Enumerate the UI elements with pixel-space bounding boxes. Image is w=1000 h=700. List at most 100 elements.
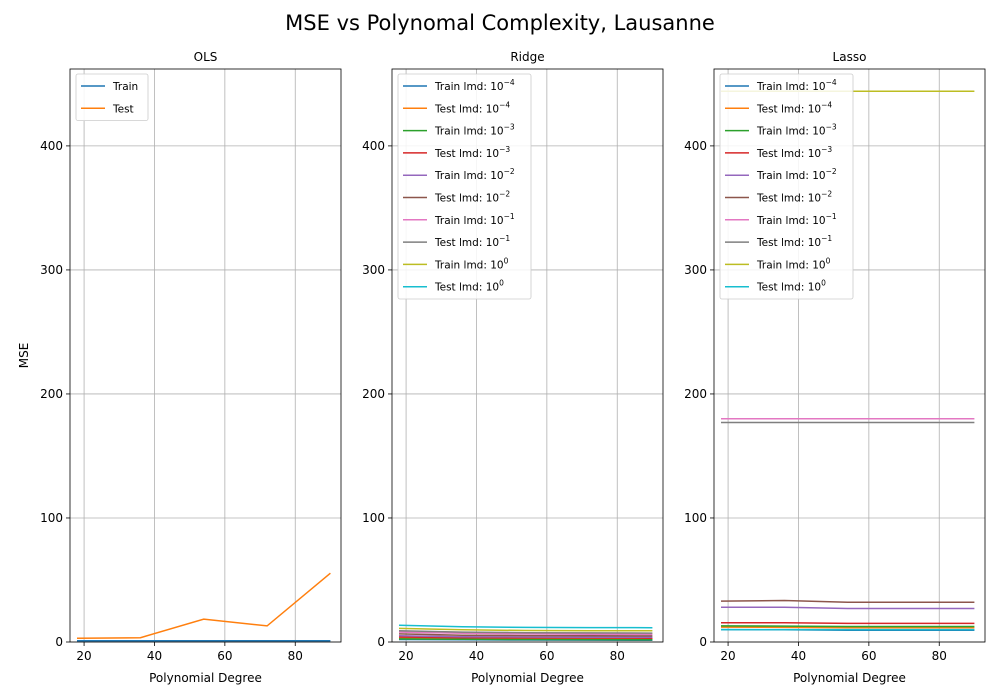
legend-exponent: −4 <box>826 78 837 87</box>
y-tick-label: 200 <box>684 387 707 401</box>
legend-entry: Test lmd: 100 <box>756 279 826 294</box>
legend-entry: Test lmd: 10−4 <box>434 100 510 115</box>
legend-exponent: −2 <box>504 167 515 176</box>
series-line <box>720 626 975 629</box>
series-line <box>398 624 653 629</box>
legend-entry: Test lmd: 10−2 <box>756 190 832 205</box>
y-tick-label: 200 <box>362 387 385 401</box>
legend-entry: Test lmd: 10−3 <box>434 145 510 160</box>
legend-exponent: −4 <box>504 78 515 87</box>
y-axis-label: MSE <box>17 343 31 369</box>
legend-exponent: −1 <box>504 212 515 221</box>
legend-entry: Test lmd: 10−2 <box>434 190 510 205</box>
series-line <box>398 638 653 641</box>
y-tick-label: 200 <box>40 387 63 401</box>
legend-exponent: −2 <box>826 167 837 176</box>
legend-entry: Train lmd: 10−1 <box>756 212 837 227</box>
legend-exponent: −1 <box>826 212 837 221</box>
y-tick-label: 0 <box>55 635 63 649</box>
legend-entry: Train lmd: 10−4 <box>756 78 837 93</box>
legend-entry: Test <box>112 103 134 115</box>
y-tick-label: 0 <box>377 635 385 649</box>
x-axis-label: Polynomial Degree <box>471 671 584 685</box>
legend-exponent: −2 <box>821 190 832 199</box>
legend-exponent: −3 <box>821 145 832 154</box>
series-line <box>721 606 975 610</box>
x-tick-label: 20 <box>720 649 735 663</box>
series-line <box>720 599 975 604</box>
x-tick-label: 80 <box>932 649 947 663</box>
x-tick-label: 60 <box>539 649 554 663</box>
series-line <box>721 622 975 625</box>
legend-entry: Test lmd: 10−1 <box>756 234 832 249</box>
y-tick-label: 300 <box>40 263 63 277</box>
series-line <box>398 633 653 637</box>
y-tick-label: 300 <box>362 263 385 277</box>
axes-frame <box>713 68 986 643</box>
legend-entry: Train <box>112 81 138 93</box>
series-line <box>398 631 653 636</box>
series-line <box>398 635 653 639</box>
legend: Train lmd: 10−4 Test lmd: 10−4 Train lmd: … <box>397 73 532 300</box>
subplot-title: Lasso <box>833 50 867 64</box>
series-line <box>76 572 331 640</box>
series-line <box>398 627 653 632</box>
y-tick-label: 100 <box>684 511 707 525</box>
plot-area <box>70 69 341 642</box>
x-tick-label: 60 <box>861 649 876 663</box>
y-tick-label: 0 <box>699 635 707 649</box>
legend-entry: Train lmd: 100 <box>756 256 831 271</box>
legend-exponent: −2 <box>499 190 510 199</box>
legend-exponent: 0 <box>499 279 504 288</box>
figure-title: MSE vs Polynomal Complexity, Lausanne <box>285 11 715 35</box>
x-tick-label: 20 <box>398 649 413 663</box>
legend-entry: Train lmd: 10−2 <box>434 167 515 182</box>
legend-exponent: −3 <box>826 123 837 132</box>
legend-entry: Train lmd: 10−1 <box>434 212 515 227</box>
legend-exponent: −1 <box>499 234 510 243</box>
legend-exponent: −3 <box>504 123 515 132</box>
legend-exponent: 0 <box>826 256 831 265</box>
legend-entry: Test lmd: 10−4 <box>756 100 832 115</box>
subplot-ols: 20 40 60 80 0 100 200 300 400 OLS Polynomial Degre… <box>17 50 342 685</box>
legend-exponent: −1 <box>821 234 832 243</box>
y-tick-label: 400 <box>362 139 385 153</box>
legend-box <box>397 73 532 300</box>
x-tick-label: 40 <box>469 649 484 663</box>
legend-exponent: 0 <box>821 279 826 288</box>
legend-box <box>719 73 854 300</box>
legend-entry: Train lmd: 10−3 <box>756 123 837 138</box>
subplot-lasso: 20 40 60 80 0 100 200 300 400 Lasso Polynomial Deg… <box>684 50 986 685</box>
x-tick-label: 80 <box>288 649 303 663</box>
x-tick-label: 60 <box>217 649 232 663</box>
legend-exponent: −4 <box>499 100 510 109</box>
axes-frame <box>391 68 664 643</box>
series-line <box>398 630 653 634</box>
legend-entry: Test lmd: 100 <box>434 279 504 294</box>
y-tick-label: 100 <box>362 511 385 525</box>
subplot-title: Ridge <box>510 50 544 64</box>
x-tick-label: 20 <box>76 649 91 663</box>
series-line <box>398 636 653 639</box>
legend: Train Test <box>75 73 149 121</box>
legend-entry: Test lmd: 10−3 <box>756 145 832 160</box>
legend-exponent: 0 <box>504 256 509 265</box>
legend-entry: Train lmd: 100 <box>434 256 509 271</box>
x-axis-label: Polynomial Degree <box>149 671 262 685</box>
x-tick-label: 40 <box>147 649 162 663</box>
x-axis-label: Polynomial Degree <box>793 671 906 685</box>
axes-frame <box>69 68 342 643</box>
legend-entry: Train lmd: 10−2 <box>756 167 837 182</box>
x-tick-label: 80 <box>610 649 625 663</box>
x-tick-label: 40 <box>791 649 806 663</box>
y-tick-label: 400 <box>684 139 707 153</box>
legend-exponent: −4 <box>821 100 832 109</box>
legend-exponent: −3 <box>499 145 510 154</box>
legend: Train lmd: 10−4 Test lmd: 10−4 Train lmd: … <box>719 73 854 300</box>
legend-entry: Test lmd: 10−1 <box>434 234 510 249</box>
subplot-ridge: 20 40 60 80 0 100 200 300 400 Ridge Polynomial Deg… <box>362 50 664 685</box>
legend-entry: Train lmd: 10−4 <box>434 78 515 93</box>
subplot-title: OLS <box>194 50 218 64</box>
y-tick-label: 300 <box>684 263 707 277</box>
